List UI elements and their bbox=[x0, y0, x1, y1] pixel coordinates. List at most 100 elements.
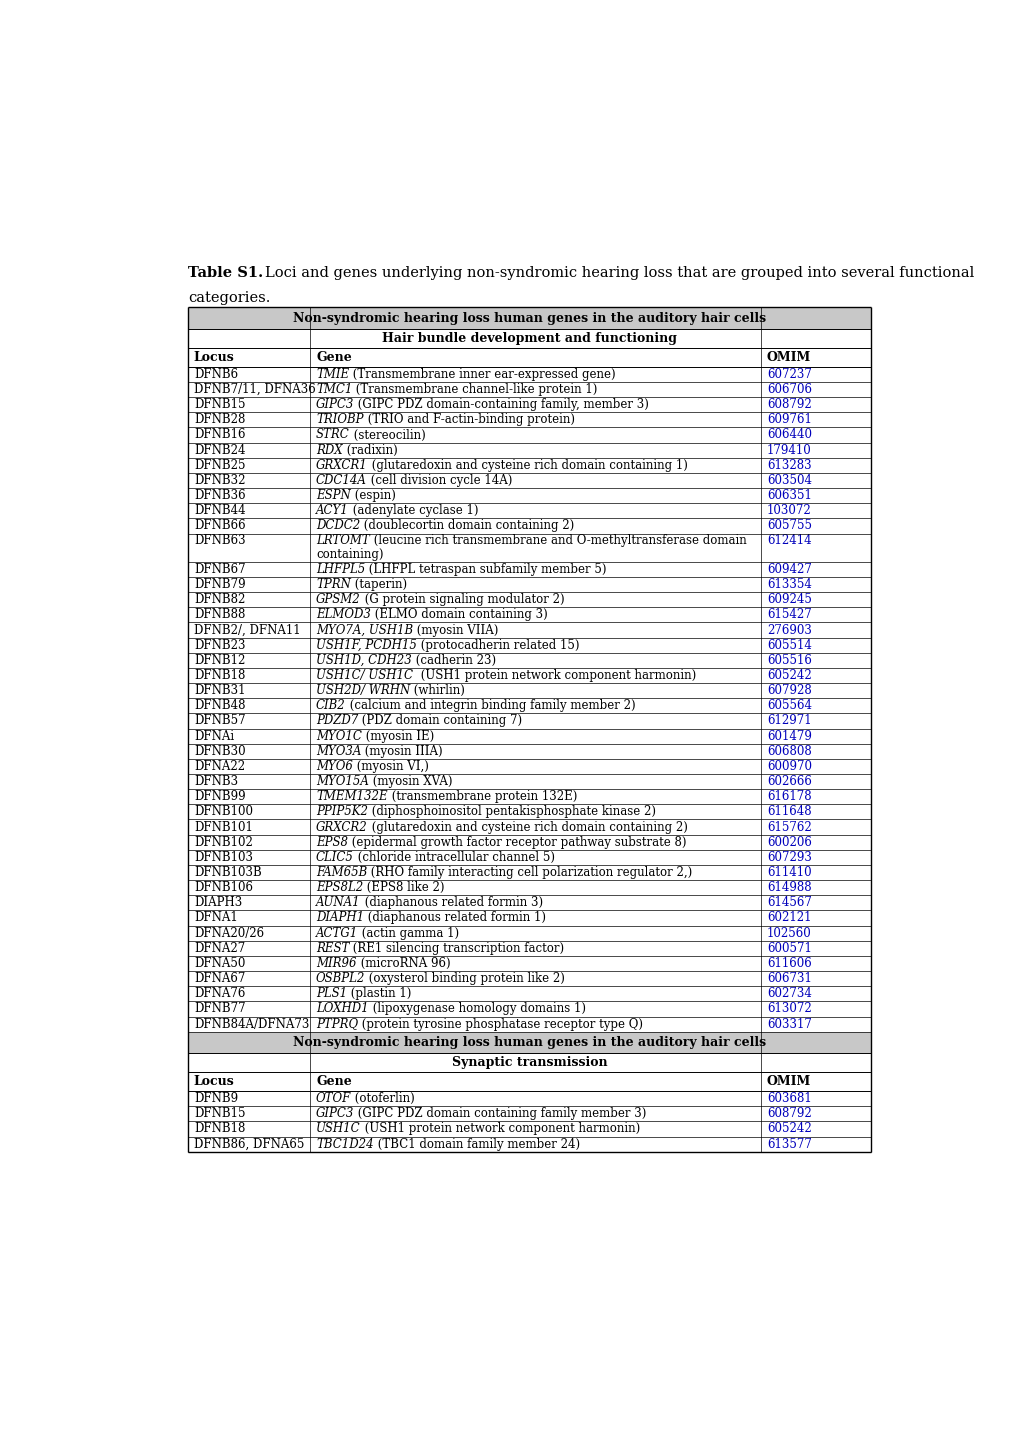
Text: DFNB103B: DFNB103B bbox=[194, 867, 262, 880]
Text: DFNB77: DFNB77 bbox=[194, 1002, 246, 1015]
Text: (transmembrane protein 132E): (transmembrane protein 132E) bbox=[387, 790, 577, 803]
Text: DFNB66: DFNB66 bbox=[194, 519, 246, 532]
Text: 607237: 607237 bbox=[766, 368, 811, 381]
Text: Non-syndromic hearing loss human genes in the auditory hair cells: Non-syndromic hearing loss human genes i… bbox=[292, 311, 765, 324]
Bar bbox=[189, 397, 870, 412]
Text: 611648: 611648 bbox=[766, 806, 811, 819]
Text: 611410: 611410 bbox=[766, 867, 811, 880]
Text: DIAPH1: DIAPH1 bbox=[316, 911, 364, 924]
Bar bbox=[189, 427, 870, 443]
Text: DFNB101: DFNB101 bbox=[194, 820, 253, 833]
Text: AUNA1: AUNA1 bbox=[316, 897, 361, 910]
Text: Locus: Locus bbox=[194, 1076, 234, 1089]
Text: 103072: 103072 bbox=[766, 505, 811, 518]
Text: DFNA67: DFNA67 bbox=[194, 972, 245, 985]
Text: RDX: RDX bbox=[316, 444, 342, 457]
Bar bbox=[189, 503, 870, 518]
Text: 609761: 609761 bbox=[766, 414, 811, 427]
Text: (protocadherin related 15): (protocadherin related 15) bbox=[417, 639, 579, 652]
Text: (whirlin): (whirlin) bbox=[410, 684, 465, 696]
Bar bbox=[189, 1106, 870, 1122]
Text: PLS1: PLS1 bbox=[316, 988, 346, 1001]
Text: (diaphanous related formin 3): (diaphanous related formin 3) bbox=[361, 897, 542, 910]
Text: 603317: 603317 bbox=[766, 1018, 811, 1031]
Text: 616178: 616178 bbox=[766, 790, 811, 803]
Text: (USH1 protein network component harmonin): (USH1 protein network component harmonin… bbox=[361, 1122, 639, 1135]
Text: GIPC3: GIPC3 bbox=[316, 1107, 354, 1120]
Text: DFNB24: DFNB24 bbox=[194, 444, 246, 457]
Text: USH1D, CDH23: USH1D, CDH23 bbox=[316, 653, 412, 666]
Bar bbox=[189, 534, 870, 562]
Bar bbox=[189, 518, 870, 534]
Text: (actin gamma 1): (actin gamma 1) bbox=[358, 927, 459, 940]
Text: 605514: 605514 bbox=[766, 639, 811, 652]
Text: 608792: 608792 bbox=[766, 1107, 811, 1120]
Text: 603504: 603504 bbox=[766, 474, 811, 487]
Text: DFNB99: DFNB99 bbox=[194, 790, 246, 803]
Text: 606440: 606440 bbox=[766, 428, 811, 441]
Bar bbox=[189, 653, 870, 668]
Text: (epidermal growth factor receptor pathway substrate 8): (epidermal growth factor receptor pathwa… bbox=[347, 836, 686, 849]
Bar bbox=[189, 1073, 870, 1092]
Text: (USH1 protein network component harmonin): (USH1 protein network component harmonin… bbox=[417, 669, 695, 682]
Text: 102560: 102560 bbox=[766, 927, 811, 940]
Text: (Transmembrane inner ear-expressed gene): (Transmembrane inner ear-expressed gene) bbox=[348, 368, 615, 381]
Text: DFNB7/11, DFNA36: DFNB7/11, DFNA36 bbox=[194, 384, 315, 397]
Text: PTPRQ: PTPRQ bbox=[316, 1018, 358, 1031]
Text: DFNB36: DFNB36 bbox=[194, 489, 246, 502]
Text: (plastin 1): (plastin 1) bbox=[346, 988, 411, 1001]
Text: DFNB6: DFNB6 bbox=[194, 368, 237, 381]
Bar bbox=[189, 895, 870, 910]
Text: (EPS8 like 2): (EPS8 like 2) bbox=[363, 881, 444, 894]
Text: MYO6: MYO6 bbox=[316, 760, 353, 773]
Bar bbox=[189, 956, 870, 970]
Text: OMIM: OMIM bbox=[766, 1076, 810, 1089]
Bar bbox=[189, 607, 870, 623]
Bar bbox=[189, 1017, 870, 1031]
Text: 612414: 612414 bbox=[766, 534, 811, 547]
Text: DFNB103: DFNB103 bbox=[194, 851, 253, 864]
Text: 614988: 614988 bbox=[766, 881, 811, 894]
Text: MYO3A: MYO3A bbox=[316, 744, 361, 758]
Text: DFNA50: DFNA50 bbox=[194, 957, 245, 970]
Text: DFNB9: DFNB9 bbox=[194, 1092, 237, 1105]
Bar bbox=[189, 329, 870, 348]
Bar bbox=[189, 1122, 870, 1136]
Text: (GIPC PDZ domain containing family member 3): (GIPC PDZ domain containing family membe… bbox=[354, 1107, 646, 1120]
Text: DFNB82: DFNB82 bbox=[194, 593, 245, 606]
Text: 612971: 612971 bbox=[766, 714, 811, 727]
Text: 605755: 605755 bbox=[766, 519, 811, 532]
Text: DFNB3: DFNB3 bbox=[194, 776, 237, 789]
Text: (myosin XVA): (myosin XVA) bbox=[369, 776, 452, 789]
Text: (GIPC PDZ domain-containing family, member 3): (GIPC PDZ domain-containing family, memb… bbox=[354, 398, 649, 411]
Text: (calcium and integrin binding family member 2): (calcium and integrin binding family mem… bbox=[345, 699, 635, 712]
Bar bbox=[189, 758, 870, 774]
Bar bbox=[189, 307, 870, 329]
Bar bbox=[189, 348, 870, 366]
Text: GPSM2: GPSM2 bbox=[316, 593, 361, 606]
Text: TMC1: TMC1 bbox=[316, 384, 352, 397]
Text: DFNA27: DFNA27 bbox=[194, 942, 245, 955]
Text: (lipoxygenase homology domains 1): (lipoxygenase homology domains 1) bbox=[368, 1002, 585, 1015]
Text: DFNB23: DFNB23 bbox=[194, 639, 246, 652]
Bar bbox=[189, 473, 870, 487]
Text: (leucine rich transmembrane and O-methyltransferase domain: (leucine rich transmembrane and O-methyl… bbox=[370, 534, 746, 547]
Text: REST: REST bbox=[316, 942, 350, 955]
Text: TRIOBP: TRIOBP bbox=[316, 414, 363, 427]
Text: MIR96: MIR96 bbox=[316, 957, 357, 970]
Bar bbox=[189, 366, 870, 382]
Bar bbox=[189, 728, 870, 744]
Text: 613577: 613577 bbox=[766, 1138, 811, 1151]
Text: 602734: 602734 bbox=[766, 988, 811, 1001]
Bar bbox=[189, 865, 870, 880]
Text: DFNB88: DFNB88 bbox=[194, 609, 245, 622]
Text: Synaptic transmission: Synaptic transmission bbox=[451, 1056, 606, 1070]
Text: DFNB86, DFNA65: DFNB86, DFNA65 bbox=[194, 1138, 304, 1151]
Bar bbox=[189, 714, 870, 728]
Text: Hair bundle development and functioning: Hair bundle development and functioning bbox=[381, 332, 677, 345]
Text: DFNB25: DFNB25 bbox=[194, 459, 246, 472]
Text: (diaphanous related formin 1): (diaphanous related formin 1) bbox=[364, 911, 545, 924]
Text: (cadherin 23): (cadherin 23) bbox=[412, 653, 495, 666]
Text: ACTG1: ACTG1 bbox=[316, 927, 358, 940]
Text: DFNB18: DFNB18 bbox=[194, 669, 245, 682]
